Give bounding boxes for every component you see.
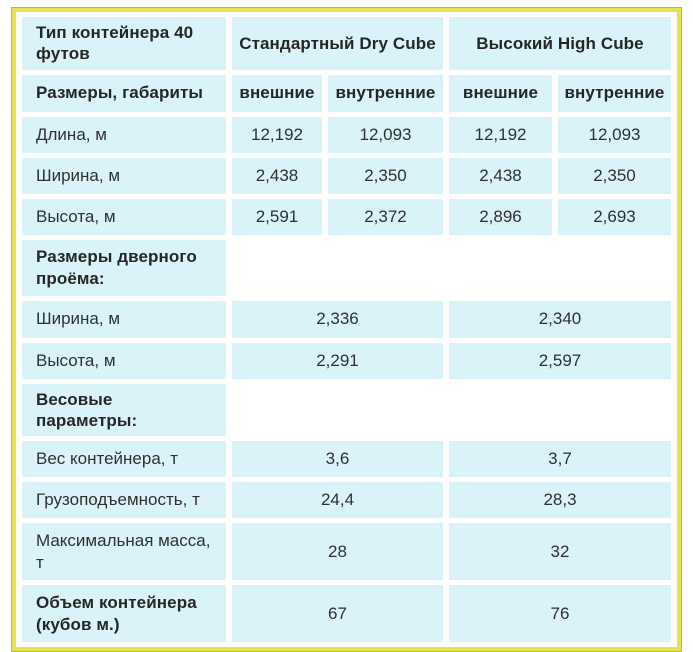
cell-value: 2,336 [232, 300, 443, 338]
cell-value: 12,192 [449, 116, 552, 153]
header-row: Тип контейнера 40 футов Стандартный Dry … [22, 17, 671, 70]
empty-cell [232, 384, 671, 437]
cell-value: 67 [232, 585, 443, 642]
cell-value: 3,6 [232, 441, 443, 477]
cell-value: 3,7 [449, 441, 671, 477]
cell-value: 2,350 [558, 157, 671, 194]
table-row-height: Высота, м 2,591 2,372 2,896 2,693 [22, 198, 671, 235]
cell-value: 32 [449, 523, 671, 580]
subheader-row: Размеры, габариты внешние внутренние вне… [22, 74, 671, 112]
column-group-dry-cube: Стандартный Dry Cube [232, 17, 443, 70]
row-label: Ширина, м [22, 157, 226, 194]
table-row-payload: Грузоподъемность, т 24,4 28,3 [22, 482, 671, 518]
cell-value: 12,192 [232, 116, 322, 153]
subheader-col-inner-high: внутренние [558, 74, 671, 112]
table-row-width: Ширина, м 2,438 2,350 2,438 2,350 [22, 157, 671, 194]
row-label-volume: Объем контейнера (кубов м.) [22, 585, 226, 642]
empty-cell [232, 240, 671, 296]
subheader-col-outer-dry: внешние [232, 74, 322, 112]
cell-value: 2,693 [558, 198, 671, 235]
cell-value: 12,093 [558, 116, 671, 153]
table-title: Тип контейнера 40 футов [22, 17, 226, 70]
section-row-weight: Весовые параметры: [22, 383, 671, 437]
cell-value: 28,3 [449, 482, 671, 518]
table-row-door-height: Высота, м 2,291 2,597 [22, 342, 671, 379]
subheader-col-inner-dry: внутренние [328, 74, 443, 112]
table-row-max-mass: Максимальная масса, т 28 32 [22, 523, 671, 580]
cell-value: 2,591 [232, 198, 322, 235]
cell-value: 12,093 [328, 116, 443, 153]
row-label: Вес контейнера, т [22, 441, 226, 477]
section-title-weight: Весовые параметры: [22, 383, 226, 436]
subheader-col-outer-high: внешние [449, 74, 552, 112]
cell-value: 2,896 [449, 198, 552, 235]
cell-value: 2,372 [328, 198, 443, 235]
table-row-length: Длина, м 12,192 12,093 12,192 12,093 [22, 116, 671, 153]
cell-value: 2,438 [232, 157, 322, 194]
cell-value: 2,597 [449, 342, 671, 379]
subheader-label: Размеры, габариты [22, 74, 226, 112]
container-spec-table: Тип контейнера 40 футов Стандартный Dry … [12, 8, 681, 651]
cell-value: 24,4 [232, 482, 443, 518]
row-label: Высота, м [22, 342, 226, 379]
row-label: Высота, м [22, 198, 226, 235]
cell-value: 2,438 [449, 157, 552, 194]
cell-value: 76 [449, 585, 671, 642]
row-label: Максимальная масса, т [22, 523, 226, 580]
section-row-door: Размеры дверного проёма: [22, 239, 671, 296]
cell-value: 2,291 [232, 342, 443, 379]
row-label: Длина, м [22, 116, 226, 153]
table-row-volume: Объем контейнера (кубов м.) 67 76 [22, 585, 671, 642]
cell-value: 28 [232, 523, 443, 580]
row-label: Грузоподъемность, т [22, 482, 226, 518]
cell-value: 2,350 [328, 157, 443, 194]
table-row-door-width: Ширина, м 2,336 2,340 [22, 300, 671, 338]
cell-value: 2,340 [449, 300, 671, 338]
table-row-tare-weight: Вес контейнера, т 3,6 3,7 [22, 441, 671, 477]
column-group-high-cube: Высокий High Cube [449, 17, 671, 70]
section-title-door: Размеры дверного проёма: [22, 239, 226, 296]
row-label: Ширина, м [22, 300, 226, 338]
